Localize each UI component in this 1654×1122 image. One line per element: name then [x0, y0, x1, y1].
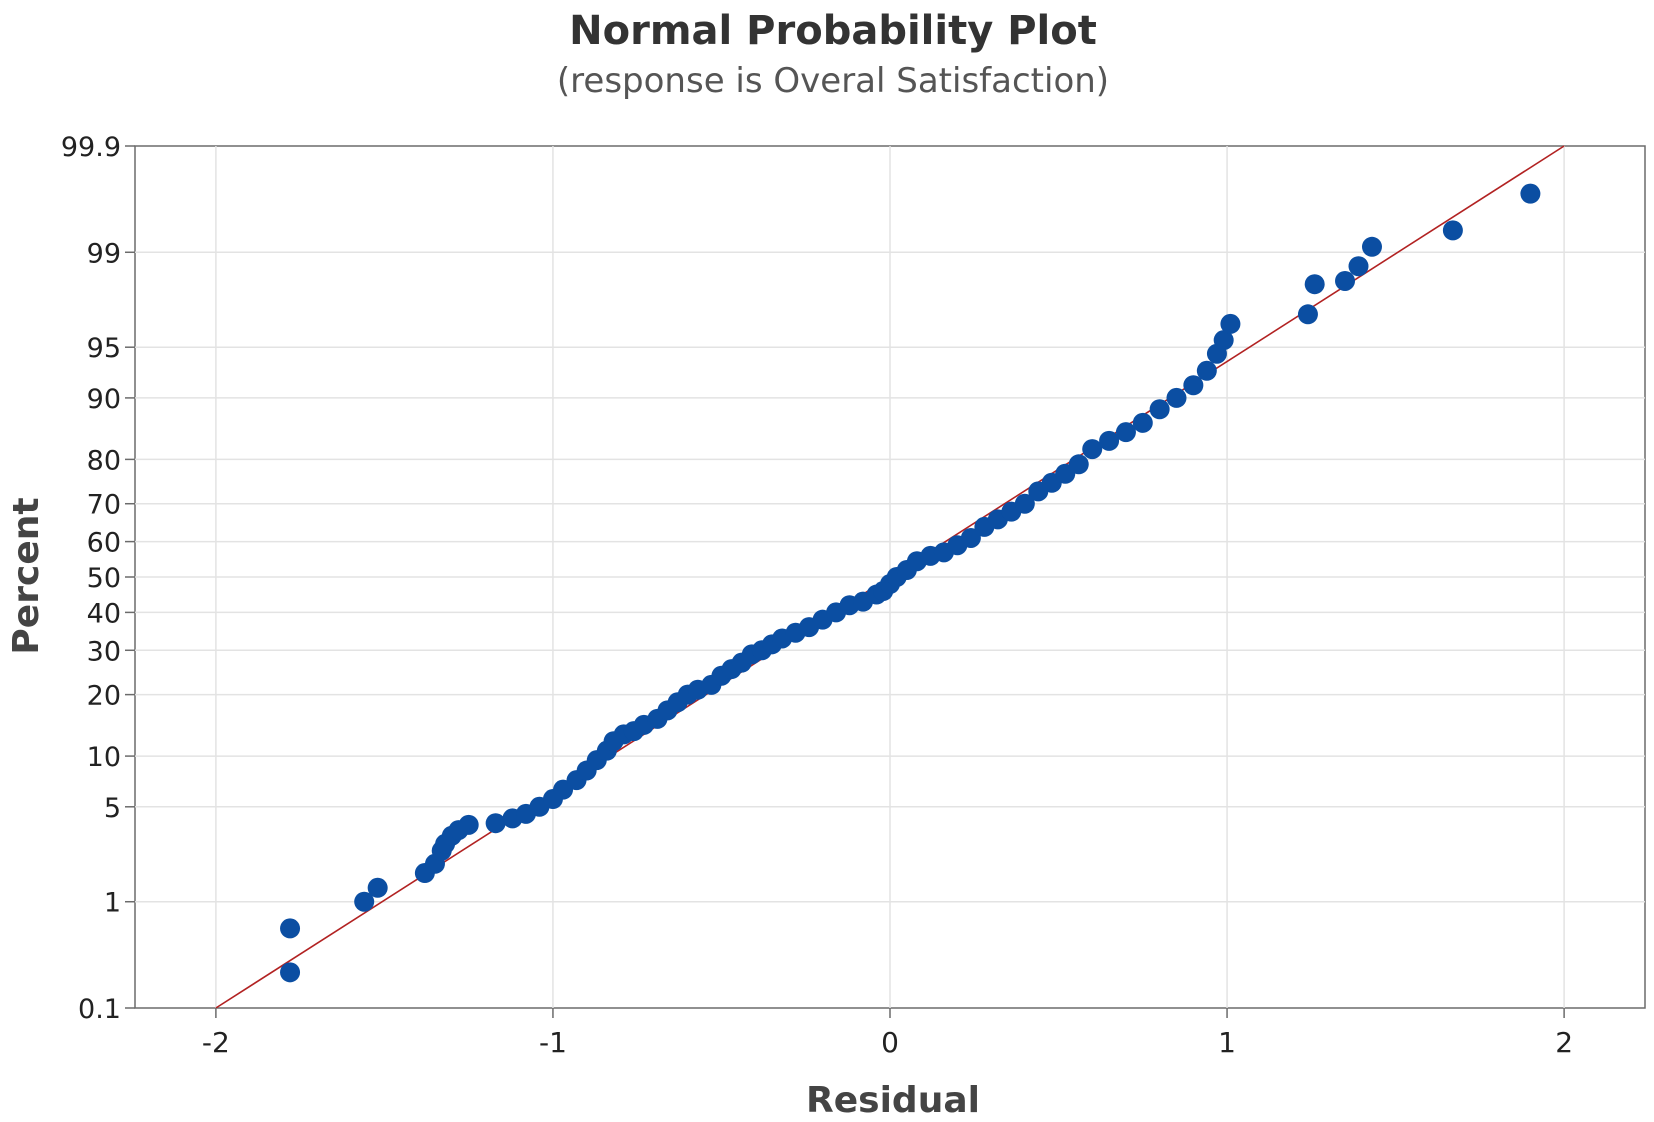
data-point [1099, 430, 1120, 451]
y-tick-label: 99.9 [61, 132, 121, 163]
y-tick-label: 95 [87, 333, 121, 364]
chart-subtitle: (response is Overal Satisfaction) [557, 61, 1109, 101]
data-point [1361, 236, 1382, 257]
data-point [1213, 330, 1234, 351]
chart-title: Normal Probability Plot [569, 8, 1097, 54]
data-point [1335, 270, 1356, 291]
data-point [1183, 375, 1204, 396]
data-point [485, 813, 506, 834]
data-point [1166, 387, 1187, 408]
data-point [354, 891, 375, 912]
x-axis-label: Residual [806, 1080, 980, 1121]
x-tick-label: 2 [1555, 1026, 1573, 1059]
data-point [1297, 304, 1318, 325]
y-tick-label: 20 [87, 681, 121, 712]
x-tick-label: 1 [1218, 1026, 1236, 1059]
x-tick-label: -2 [202, 1026, 230, 1059]
data-point [1082, 439, 1103, 460]
y-tick-label: 30 [87, 636, 121, 667]
y-tick-label: 5 [104, 793, 121, 824]
y-tick-label: 10 [87, 742, 121, 773]
data-point [960, 527, 981, 548]
y-tick-label: 0.1 [78, 994, 121, 1025]
data-points [280, 183, 1541, 983]
data-point [1115, 422, 1136, 443]
data-point [1068, 454, 1089, 475]
data-point [1220, 313, 1241, 334]
data-point [280, 962, 301, 983]
data-point [280, 918, 301, 939]
y-tick-label: 1 [104, 888, 121, 919]
y-tick-label: 70 [87, 490, 121, 521]
data-point [1304, 274, 1325, 295]
data-point [1520, 183, 1541, 204]
data-point [1442, 220, 1463, 241]
data-point [1196, 360, 1217, 381]
y-axis-label: Percent [6, 497, 47, 654]
data-point [1132, 412, 1153, 433]
y-tick-label: 60 [87, 528, 121, 559]
x-tick-label: -1 [539, 1026, 567, 1059]
grid-lines [135, 146, 1645, 1008]
y-tick-label: 40 [87, 598, 121, 629]
y-tick-label: 50 [87, 563, 121, 594]
y-tick-label: 90 [87, 384, 121, 415]
x-tick-label: 0 [881, 1026, 899, 1059]
y-axis-ticks: 0.1 1 5 10 20 30 40 50 60 70 80 90 95 99 99.9 [61, 132, 135, 1025]
data-point [1149, 399, 1170, 420]
data-point [458, 814, 479, 835]
y-tick-label: 99 [87, 238, 121, 269]
x-axis-ticks: -2 -1 0 1 2 [202, 1008, 1573, 1059]
data-point [1348, 256, 1369, 277]
data-point [1014, 493, 1035, 514]
y-tick-label: 80 [87, 445, 121, 476]
data-point [367, 877, 388, 898]
